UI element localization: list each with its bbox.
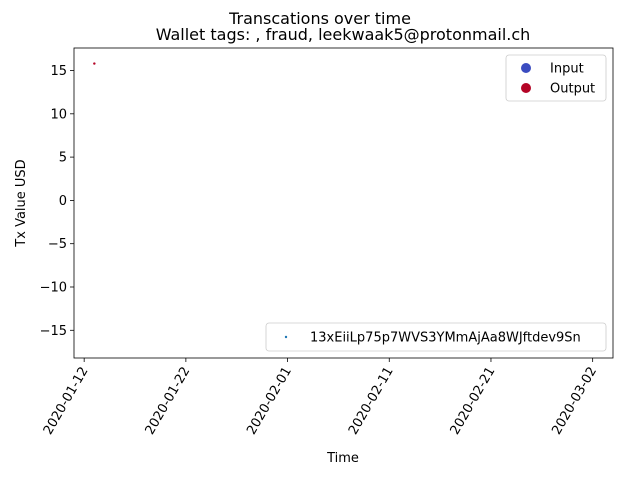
x-axis-ticks: 2020-01-12 2020-01-22 2020-02-01 2020-02-11…	[41, 358, 600, 437]
y-axis-ticks: 15 10 5 0 −5 −10 −15	[40, 64, 74, 339]
y-tick-label: 10	[50, 107, 67, 122]
legend-marker	[284, 335, 288, 339]
data-point	[93, 62, 96, 65]
legend-box	[265, 322, 607, 352]
y-tick-label: −10	[40, 280, 67, 295]
data-points	[93, 62, 96, 65]
x-tick-label: 2020-03-02	[549, 365, 600, 438]
y-tick-label: 5	[59, 151, 67, 166]
legend-box	[505, 54, 607, 102]
y-axis-label: Tx Value USD	[14, 159, 29, 247]
y-tick-label: −15	[40, 324, 67, 339]
chart-subtitle: Wallet tags: , fraud, leekwaak5@protonma…	[156, 25, 531, 44]
plot-area	[73, 47, 614, 359]
legend-marker	[521, 63, 531, 73]
legend-marker	[521, 83, 531, 93]
legend-transaction-types: Input Output	[505, 54, 607, 102]
plot-frame	[73, 47, 614, 359]
y-tick-label: 15	[50, 64, 67, 79]
x-tick-label: 2020-02-01	[244, 365, 295, 438]
x-tick-label: 2020-02-11	[346, 365, 397, 438]
x-tick-label: 2020-01-22	[143, 365, 194, 438]
legend-wallet: 13xEiiLp75p7WVS3YMmAjAa8WJftdev9Sn	[265, 322, 607, 352]
x-tick-label: 2020-01-12	[41, 365, 92, 438]
y-tick-label: −5	[48, 237, 67, 252]
chart-title: Transcations over time	[228, 9, 411, 28]
legend-label: Output	[550, 82, 595, 97]
x-axis-label: Time	[326, 451, 359, 466]
x-tick-label: 2020-02-21	[448, 365, 499, 438]
legend-label: 13xEiiLp75p7WVS3YMmAjAa8WJftdev9Sn	[310, 331, 581, 346]
legend-label: Input	[550, 62, 584, 77]
y-tick-label: 0	[59, 194, 67, 209]
